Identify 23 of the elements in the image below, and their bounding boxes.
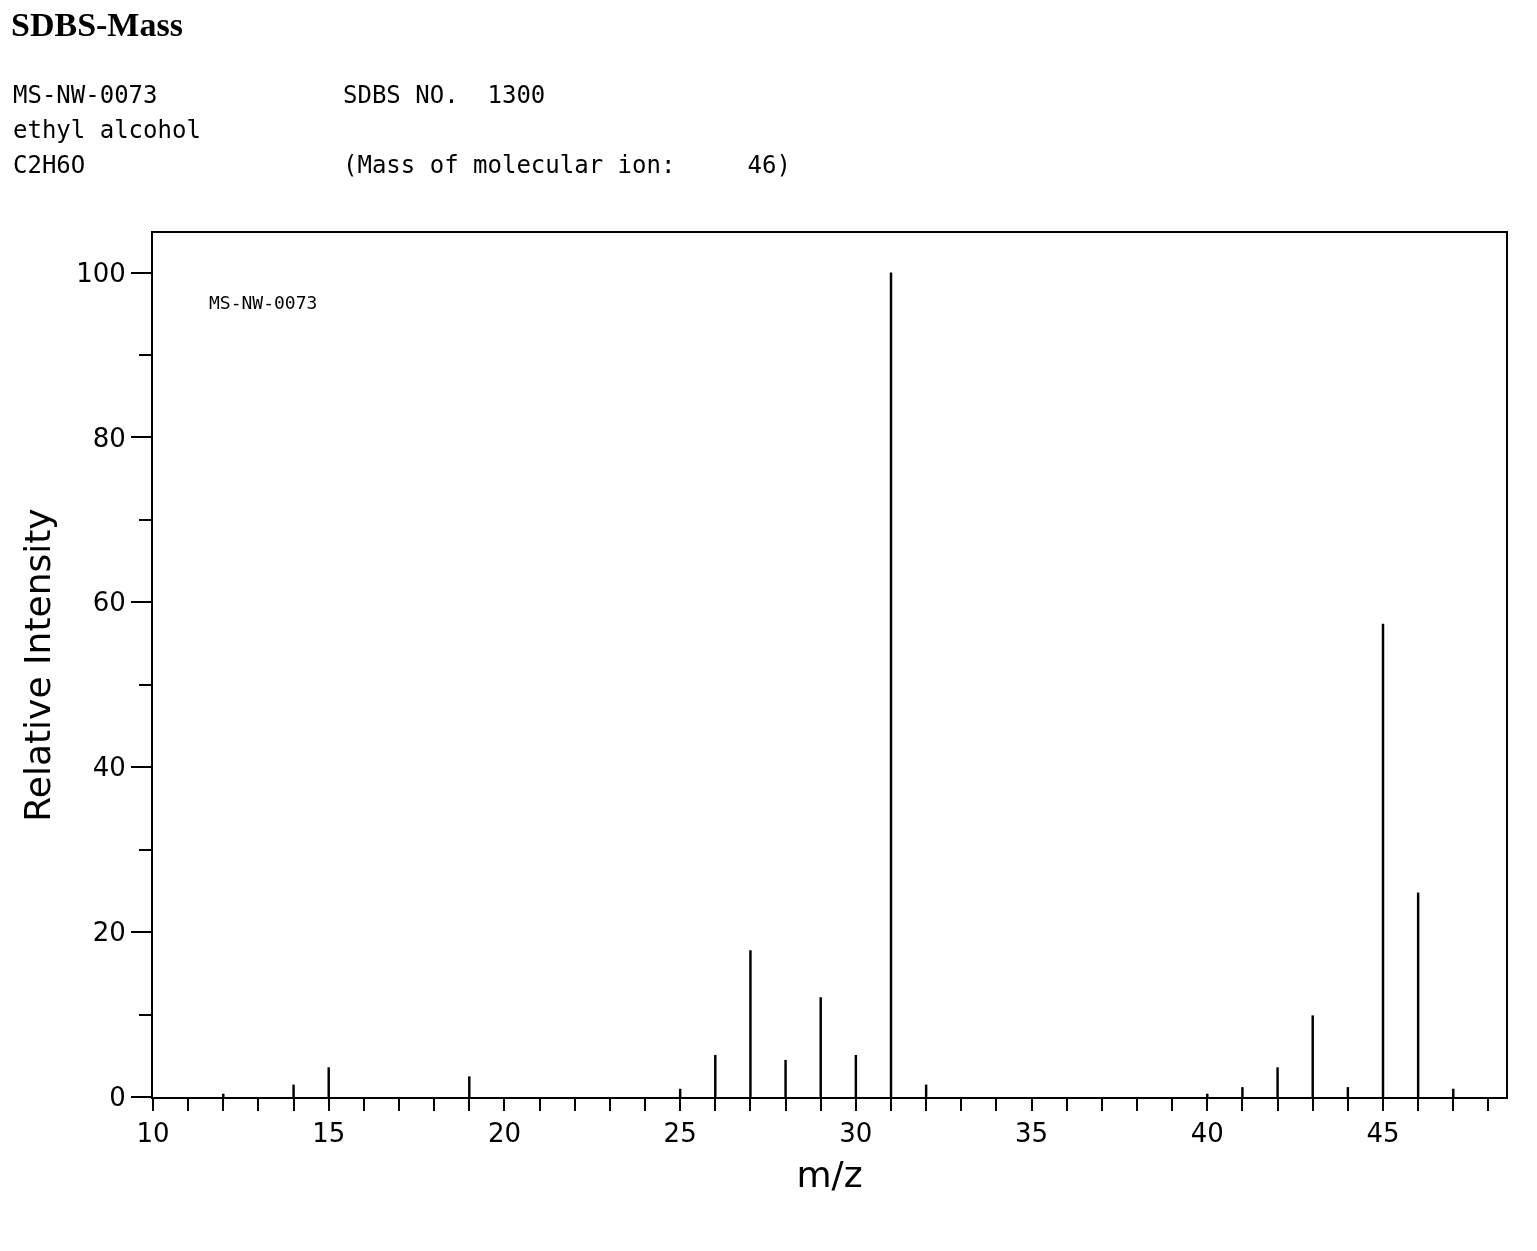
text: ethyl alcohol bbox=[13, 116, 201, 144]
x-tick-label: 40 bbox=[1190, 1118, 1224, 1149]
y-tick-label: 100 bbox=[76, 257, 126, 288]
x-tick-label: 20 bbox=[487, 1118, 521, 1149]
x-axis-title: m/z bbox=[796, 1154, 863, 1196]
y-tick-label: 20 bbox=[92, 917, 126, 948]
chart-title: SDBS-Mass bbox=[11, 5, 183, 43]
y-tick-label: 60 bbox=[92, 587, 126, 618]
text: (Mass of molecular ion: 46) bbox=[343, 151, 791, 179]
y-tick-label: 40 bbox=[92, 752, 126, 783]
x-tick-label: 15 bbox=[312, 1118, 346, 1149]
x-tick-label: 45 bbox=[1366, 1118, 1400, 1149]
text: C2H6O bbox=[13, 151, 86, 179]
x-tick-label: 35 bbox=[1015, 1118, 1049, 1149]
text: MS-NW-0073 bbox=[13, 81, 158, 109]
annotation: MS-NW-0073 bbox=[209, 292, 318, 313]
x-tick-label: 30 bbox=[839, 1118, 873, 1149]
y-tick-label: 80 bbox=[92, 422, 126, 453]
x-tick-label: 10 bbox=[136, 1118, 170, 1149]
x-tick-label: 25 bbox=[663, 1118, 697, 1149]
y-axis-title: Relative Intensity bbox=[16, 508, 58, 822]
y-tick-label: 0 bbox=[109, 1082, 126, 1113]
text: SDBS NO. 1300 bbox=[343, 81, 546, 109]
